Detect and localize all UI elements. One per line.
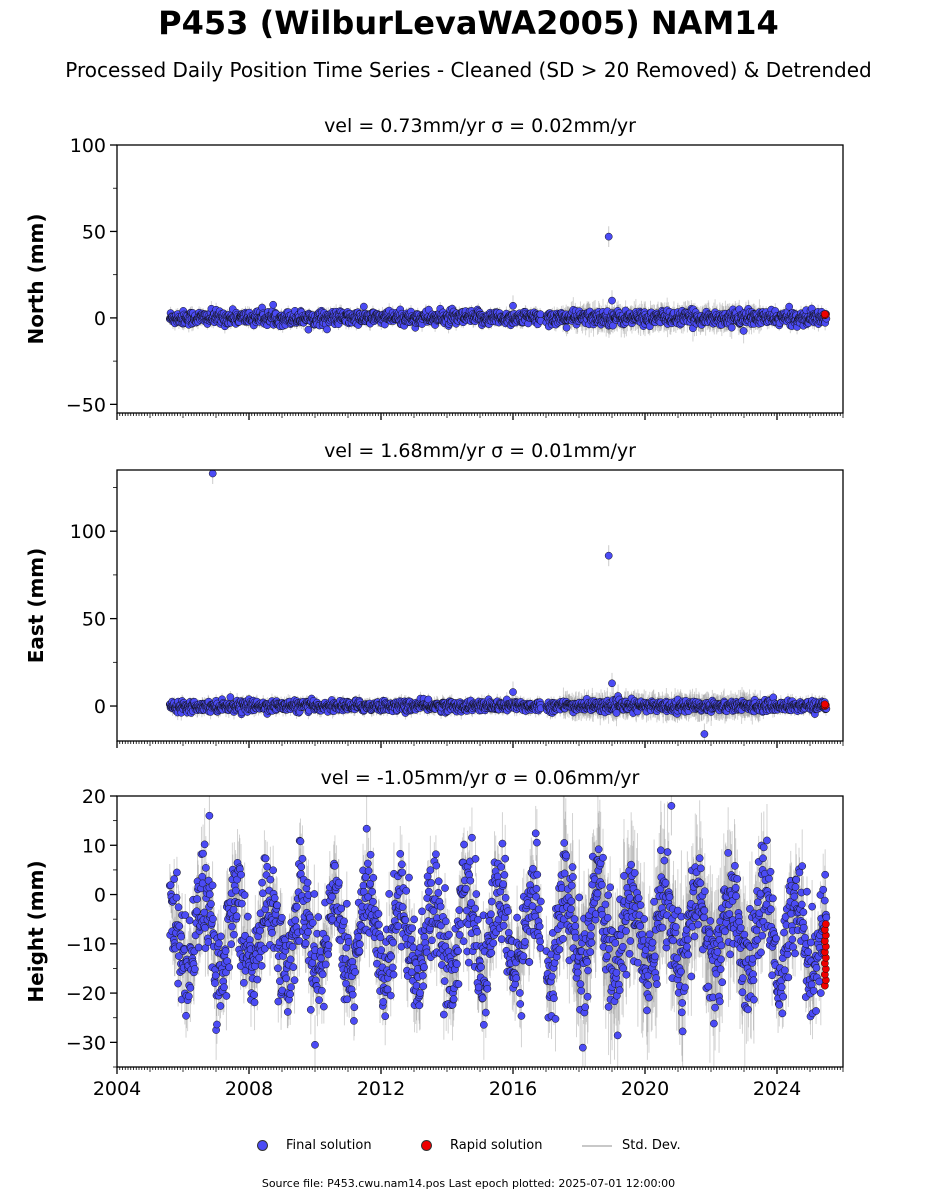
- y-tick-label: 50: [82, 221, 106, 243]
- final-point: [269, 300, 278, 309]
- plot-area-north: [165, 226, 831, 344]
- axes-frame-north: [116, 144, 844, 414]
- rapid-point: [821, 310, 829, 318]
- final-point: [536, 310, 545, 319]
- final-point: [323, 325, 331, 334]
- panel-north: −50 0 50 100 vel = 0.73mm/yr σ = 0.02mm/yr No…: [24, 115, 844, 420]
- y-tick-label: −50: [66, 394, 106, 416]
- y-tick-label: 100: [70, 135, 106, 157]
- chart-subtitle: Processed Daily Position Time Series - C…: [65, 58, 872, 82]
- x-ticks-north: [116, 413, 844, 420]
- outlier-point: [509, 301, 517, 310]
- final-point: [562, 323, 571, 332]
- y-axis-label-north: North (mm): [24, 213, 48, 344]
- final-points-north: [165, 300, 831, 335]
- final-point: [727, 323, 736, 332]
- y-tick-label: 0: [94, 308, 106, 330]
- final-point: [359, 302, 368, 311]
- plot-area-east: [165, 470, 831, 741]
- chart-title: P453 (WilburLevaWA2005) NAM14: [158, 4, 779, 42]
- final-point: [739, 327, 748, 335]
- outlier-point: [608, 296, 616, 305]
- outlier-point: [604, 232, 613, 241]
- y-ticks-north: [110, 144, 117, 406]
- rapid-points-north: [821, 310, 830, 320]
- panel-title-north: vel = 0.73mm/yr σ = 0.02mm/yr: [324, 115, 636, 137]
- final-point: [304, 325, 313, 334]
